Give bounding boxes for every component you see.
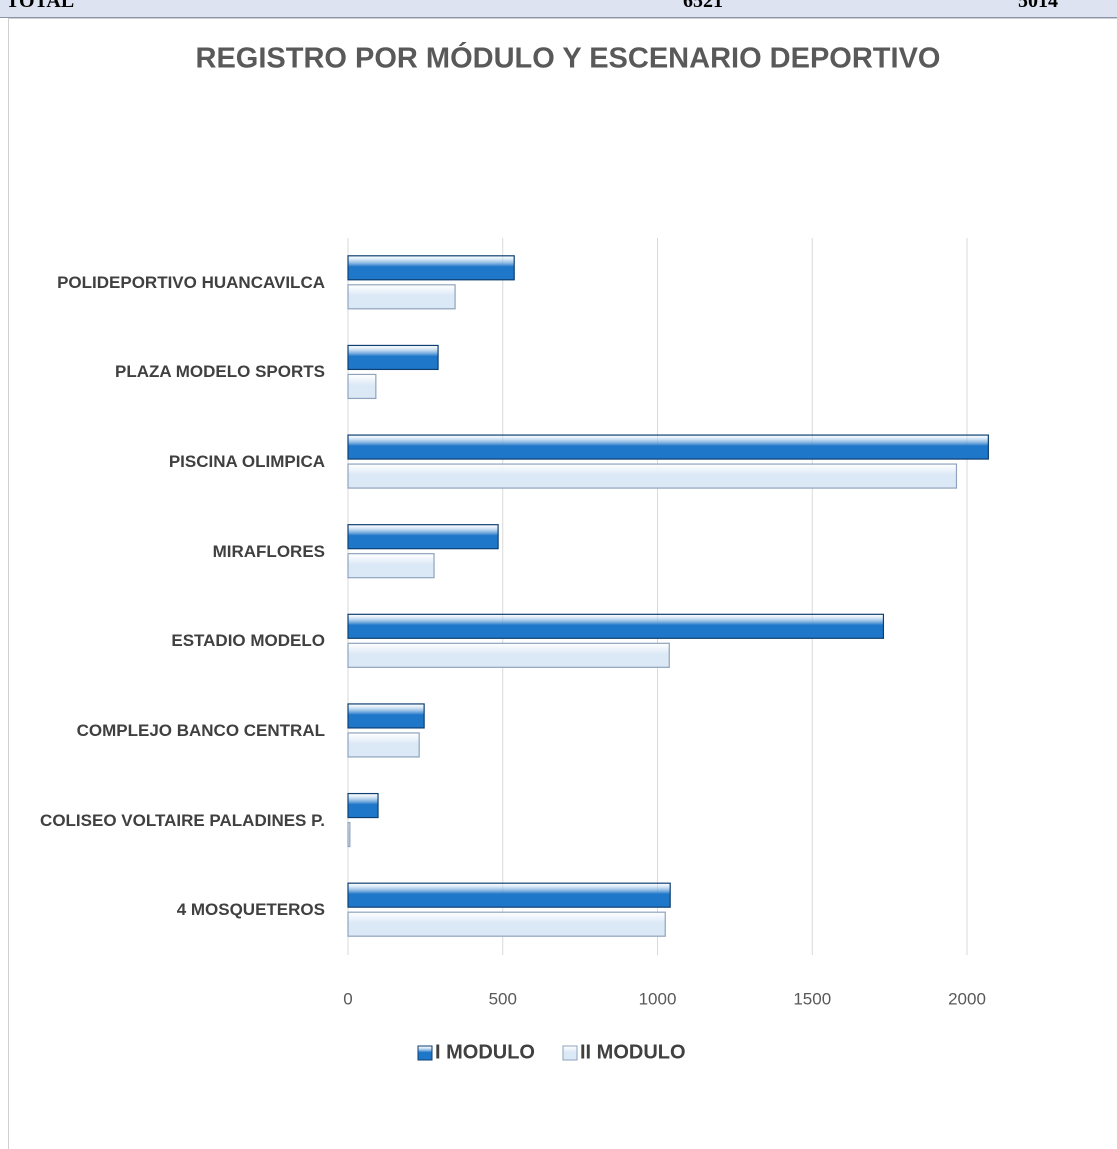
x-tick-label: 500 <box>489 989 517 1008</box>
bar <box>347 255 515 281</box>
total-value: 6521 <box>683 0 723 12</box>
bar <box>347 732 420 758</box>
y-tick-label: POLIDEPORTIVO HUANCAVILCA <box>57 272 325 292</box>
bar <box>347 642 670 668</box>
bar <box>347 373 377 400</box>
bar <box>347 882 671 908</box>
bar <box>347 792 379 819</box>
x-tick-label: 0 <box>343 989 352 1008</box>
y-tick-label-box: COLISEO VOLTAIRE PALADINES P. <box>0 807 325 835</box>
y-tick-label: MIRAFLORES <box>212 541 325 561</box>
y-tick-label-box: 4 MOSQUETEROS <box>0 896 325 924</box>
y-tick-label: 4 MOSQUETEROS <box>176 900 325 920</box>
chart-frame <box>8 18 1117 1149</box>
bar <box>347 284 456 310</box>
bar <box>347 821 351 848</box>
bar <box>347 344 439 371</box>
legend-label: I MODULO <box>435 1041 535 1063</box>
y-tick-label: PISCINA OLIMPICA <box>168 452 325 472</box>
legend-label: II MODULO <box>580 1041 686 1063</box>
total-row: TOTAL 6521 5014 <box>0 0 1117 18</box>
bar <box>347 703 425 729</box>
bar <box>347 524 499 550</box>
y-tick-label-box: MIRAFLORES <box>0 538 325 566</box>
bar <box>347 463 958 489</box>
y-tick-label-box: POLIDEPORTIVO HUANCAVILCA <box>0 269 325 297</box>
legend-swatch <box>562 1045 578 1061</box>
legend-swatch <box>417 1045 433 1061</box>
y-tick-label: PLAZA MODELO SPORTS <box>115 362 325 382</box>
y-tick-label-box: COMPLEJO BANCO CENTRAL <box>0 717 325 745</box>
y-tick-label-box: PISCINA OLIMPICA <box>0 448 325 476</box>
y-tick-label: ESTADIO MODELO <box>171 631 325 651</box>
bar <box>347 553 435 579</box>
bar <box>347 613 885 639</box>
chart-title: REGISTRO POR MÓDULO Y ESCENARIO DEPORTIV… <box>196 41 941 75</box>
bar <box>347 911 666 937</box>
x-tick-label: 2000 <box>948 989 986 1008</box>
x-tick-label: 1000 <box>639 989 677 1008</box>
y-tick-label-box: PLAZA MODELO SPORTS <box>0 358 325 386</box>
bar <box>347 434 989 460</box>
x-tick-label: 1500 <box>793 989 831 1008</box>
y-tick-label-box: ESTADIO MODELO <box>0 627 325 655</box>
y-tick-label: COMPLEJO BANCO CENTRAL <box>76 720 325 740</box>
y-tick-label: COLISEO VOLTAIRE PALADINES P. <box>40 810 325 830</box>
total-label: TOTAL <box>6 0 75 12</box>
total-value: 5014 <box>1018 0 1058 12</box>
